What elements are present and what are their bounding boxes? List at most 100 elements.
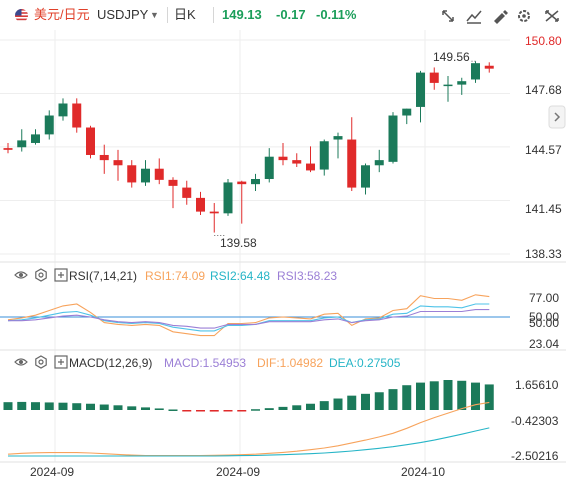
candle-body [223,182,233,214]
macd-axis-label: -0.42303 [511,414,559,428]
macd-bar [168,409,178,411]
chevron-right-icon[interactable] [548,105,566,129]
macd-bar [347,395,357,410]
symbol-code[interactable]: USDJPY [97,7,149,22]
date-axis-label: 2024-09 [216,465,261,479]
candle-body [443,84,453,87]
rsi-title: RSI(7,14,21) [69,269,138,283]
macd-bar [333,398,343,410]
candle-body [388,115,398,162]
candle-body [333,136,343,140]
candle-body [361,165,370,188]
macd-bar [3,402,13,410]
rsi-axis-label: 77.00 [529,291,560,305]
candle-body [86,127,95,155]
macd-bar [306,403,315,410]
timeframe-select[interactable]: 日K [174,7,196,22]
gear-icon[interactable] [34,268,48,282]
chart-header: 美元/日元 USDJPY ▼ 日K 149.13 -0.17 -0.11% [0,0,566,30]
dif-line [7,401,490,457]
high-annotation: 149.56 [433,50,470,64]
candle-body [3,148,13,150]
settings-icon[interactable] [513,7,535,25]
indicator-icon[interactable] [463,7,485,25]
candle-body [168,179,178,186]
candle-body [209,211,219,214]
candle-body [99,154,109,161]
macd-bar [484,384,494,410]
us-flag-icon [15,9,28,22]
macd-bar [374,392,384,410]
macd-bar [209,410,219,412]
candle-body [17,140,27,148]
low-annotation: 139.58 [220,236,257,250]
macd-bar [154,408,164,410]
macd-bar [196,410,205,412]
macd-bar [429,381,439,410]
last-price: 149.13 [222,7,262,22]
macd-bar [113,405,123,410]
rsi-axis-label: 50.00 [529,316,560,330]
macd-bar [416,382,425,410]
macd-title: MACD(12,26,9) [69,356,153,370]
macd-axis-label: -2.50216 [511,449,559,463]
candle-body [347,139,357,188]
chevron-down-icon[interactable]: ▼ [150,10,159,20]
macd-bar [361,393,370,410]
symbol-cn[interactable]: 美元/日元 [34,7,90,22]
collapse-icon[interactable] [54,268,68,282]
macd-axis-label: 1.65610 [515,378,559,392]
expand-icon[interactable] [437,7,459,25]
candle-body [182,187,192,198]
candle-body [278,156,288,161]
collapse-icon[interactable] [54,355,68,369]
candle-body [196,197,205,212]
date-axis-label: 2024-09 [30,465,75,479]
price-axis-label: 144.57 [525,143,562,157]
macd-value: MACD:1.54953 [164,356,247,370]
rsi1-value: RSI1:74.09 [145,269,206,283]
macd-bar [319,401,329,410]
candle-body [113,160,123,166]
candle-body [264,156,274,180]
candle-body [429,72,439,83]
candle-body [306,163,315,171]
eye-icon[interactable] [14,268,28,282]
candle-body [457,81,467,85]
macd-bar [471,382,480,410]
macd-bar [251,409,260,411]
candle-body [251,179,260,185]
price-axis-label: 147.68 [525,83,562,97]
dea-line [8,427,490,457]
rsi3-line [8,309,490,329]
macd-bar [443,380,453,410]
price-axis-label: 138.33 [525,247,562,261]
macd-bar [402,385,412,410]
macd-bar [223,410,233,412]
eye-icon[interactable] [14,355,28,369]
candle-body [154,168,164,180]
rsi-axis-label: 50.00 [529,310,560,324]
collapse-panel-button[interactable] [548,105,566,129]
macd-bar [99,404,109,410]
candle-body [237,181,247,185]
rsi3-value: RSI3:58.23 [277,269,338,283]
macd-bar [58,402,68,410]
gear-icon[interactable] [34,355,48,369]
draw-icon[interactable] [489,7,511,25]
rsi1-line [7,294,490,337]
candle-body [141,168,150,183]
candle-body [44,115,54,135]
macd-bar [182,410,192,412]
candle-body [471,63,480,80]
candle-body [484,65,494,69]
macd-bar [141,407,150,410]
candle-body [31,134,40,143]
fullscreen-icon[interactable] [541,7,563,25]
rsi-axis-label: 23.04 [529,337,560,351]
rsi2-value: RSI2:64.48 [210,269,271,283]
macd-bar [127,406,137,410]
candle-body [127,165,137,183]
date-axis-label: 2024-10 [401,465,446,479]
